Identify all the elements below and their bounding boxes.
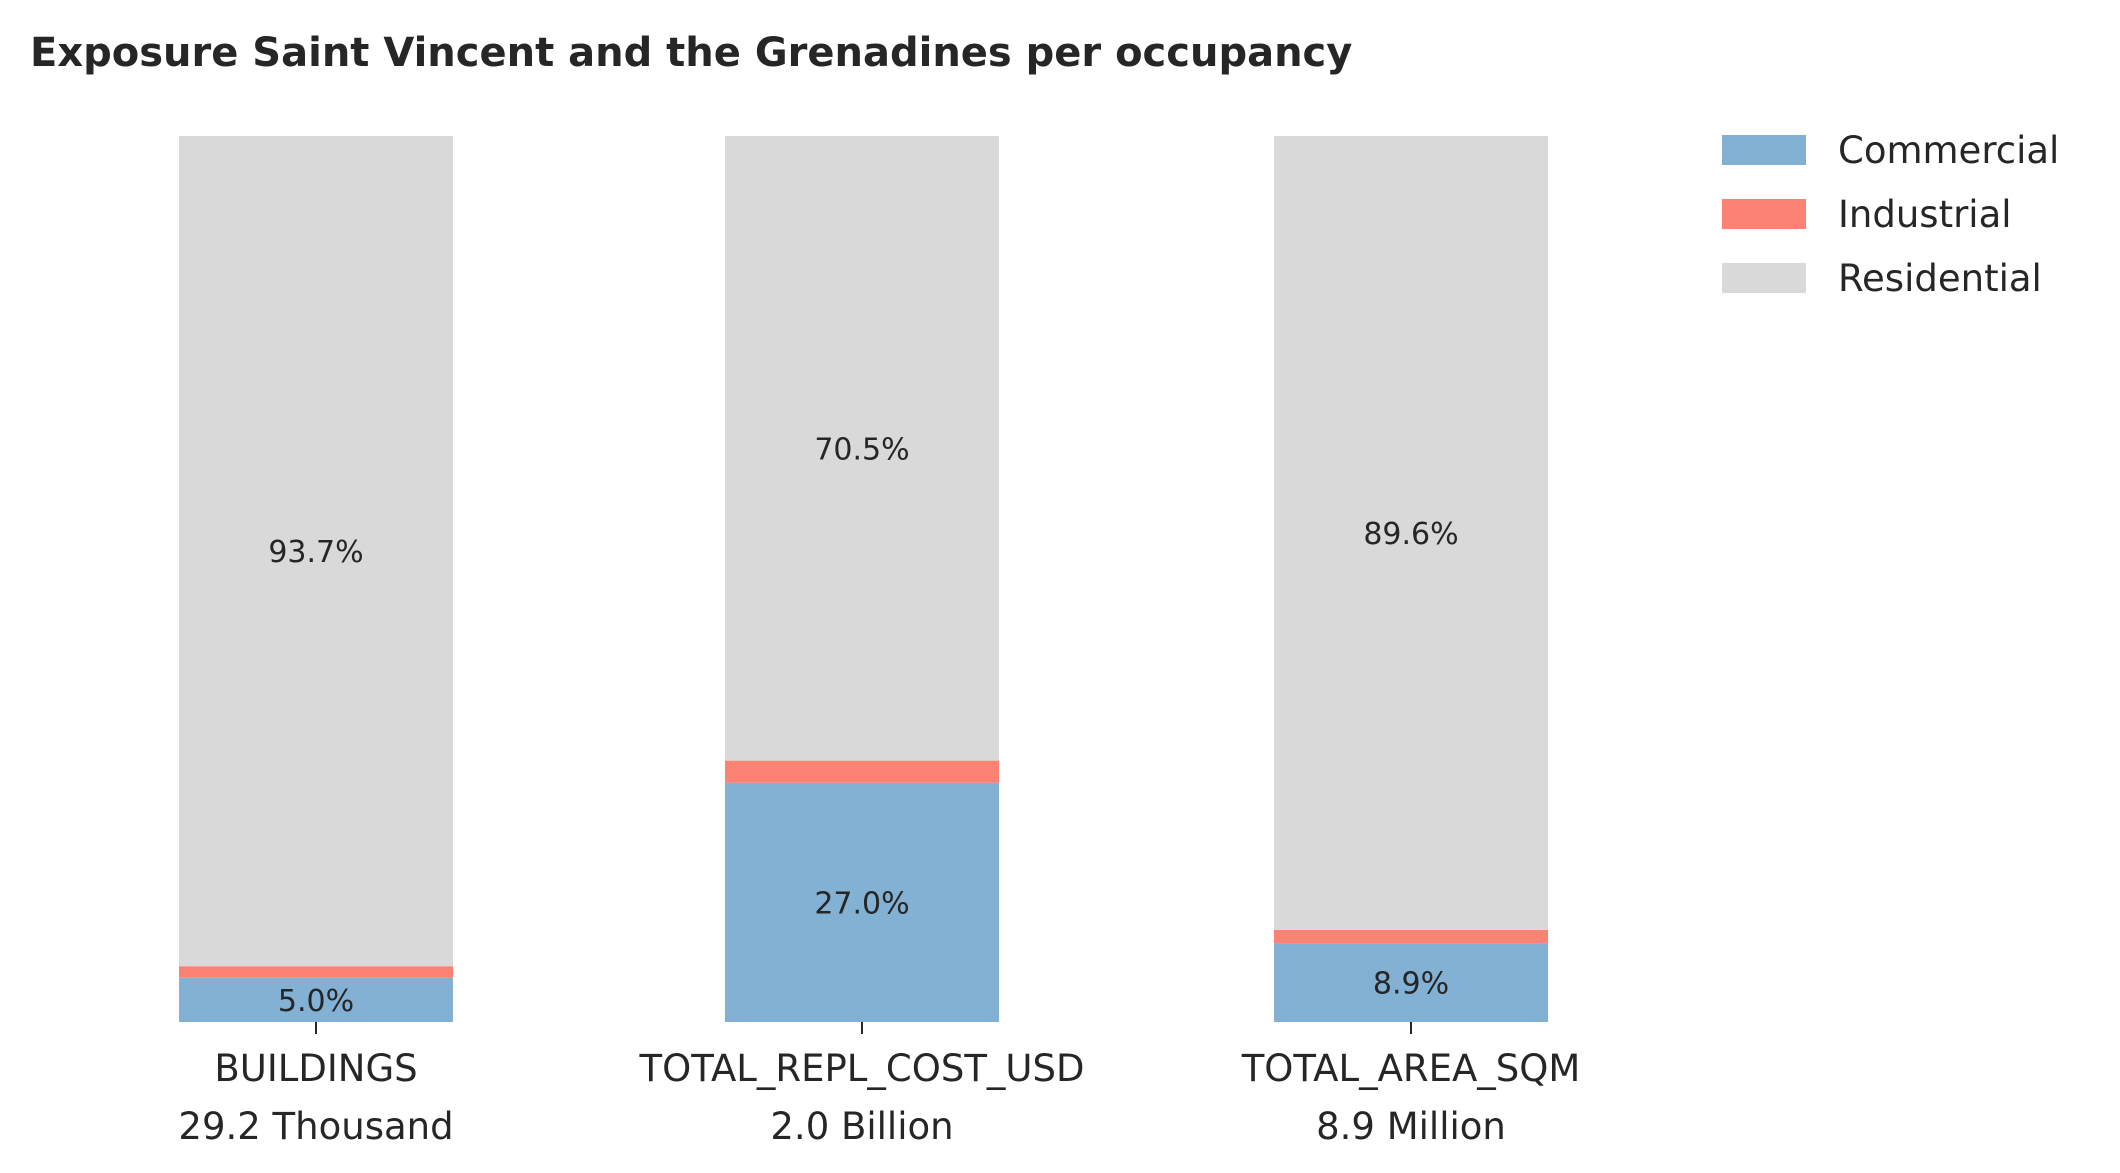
legend-swatch-industrial: [1722, 199, 1806, 229]
data-label-total-area-sqm-commercial: 8.9%: [1373, 967, 1449, 1002]
data-label-total-repl-cost-usd-commercial: 27.0%: [814, 886, 909, 921]
legend-swatch-commercial: [1722, 135, 1806, 165]
x-tick-label-buildings: BUILDINGS: [214, 1047, 417, 1090]
bar-buildings-residential: [179, 136, 453, 967]
x-tick-label-total-repl-cost-usd: TOTAL_REPL_COST_USD: [639, 1047, 1085, 1090]
data-label-total-area-sqm-residential: 89.6%: [1363, 517, 1458, 552]
x-tick-label-total-area-sqm: TOTAL_AREA_SQM: [1241, 1047, 1581, 1090]
x-tick-total-buildings: 29.2 Thousand: [178, 1105, 453, 1148]
bar-total-area-sqm-residential: [1274, 136, 1548, 930]
bar-total-area-sqm-industrial: [1274, 929, 1548, 944]
data-labels-group: 5.0% 93.7% 27.0% 70.5% 8.9% 89.6%: [268, 432, 1458, 1019]
legend-label-residential: Residential: [1838, 257, 2042, 300]
legend-label-commercial: Commercial: [1838, 129, 2059, 172]
bar-total-area-sqm-commercial: [1274, 943, 1548, 1022]
legend-label-industrial: Industrial: [1838, 193, 2012, 236]
legend-swatch-residential: [1722, 263, 1806, 293]
x-axis: BUILDINGS 29.2 Thousand TOTAL_REPL_COST_US…: [178, 1022, 1580, 1148]
bar-buildings-industrial: [179, 966, 453, 978]
bar-buildings-commercial: [179, 977, 453, 1022]
bar-total-repl-cost-usd-commercial: [725, 782, 999, 1022]
x-tick-total-total-repl-cost-usd: 2.0 Billion: [770, 1105, 953, 1148]
chart-title: Exposure Saint Vincent and the Grenadine…: [30, 30, 1352, 76]
bars-group: [179, 136, 1548, 1022]
x-tick-total-total-area-sqm: 8.9 Million: [1316, 1105, 1506, 1148]
bar-total-repl-cost-usd-residential: [725, 136, 999, 761]
data-label-buildings-residential: 93.7%: [268, 535, 363, 570]
data-label-buildings-commercial: 5.0%: [278, 984, 354, 1019]
data-label-total-repl-cost-usd-residential: 70.5%: [814, 432, 909, 467]
legend: Commercial Industrial Residential: [1722, 129, 2059, 300]
bar-total-repl-cost-usd-industrial: [725, 760, 999, 783]
